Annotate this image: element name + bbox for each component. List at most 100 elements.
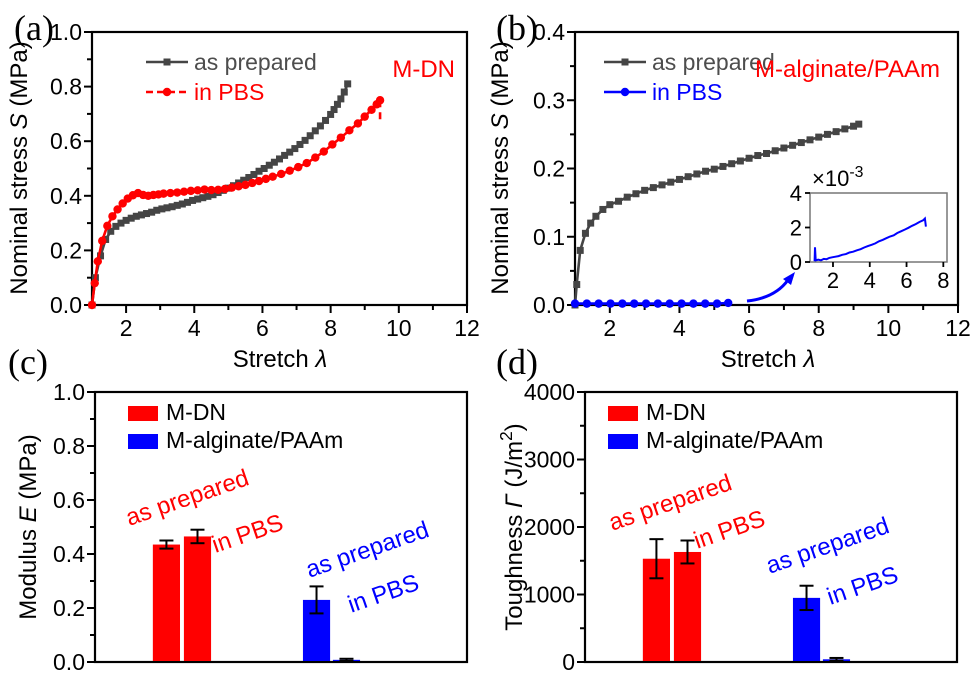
square-marker [163,204,171,212]
y-tick-label: 0.8 [53,433,85,459]
circle-marker [360,112,369,121]
inset-x-tick-label: 8 [937,268,949,293]
square-marker [780,144,788,152]
circle-marker [582,299,592,308]
square-marker [587,219,595,227]
y-axis-label-b: Nominal stress S (MPa) [487,41,514,294]
square-marker [322,116,330,124]
bar-annotation: in PBS [824,561,902,610]
square-marker [291,145,299,153]
square-marker [599,205,607,213]
circle-marker [179,187,189,196]
square-marker [621,58,629,66]
square-marker [178,200,186,208]
square-marker [573,281,581,289]
inset-frame [809,192,948,263]
circle-marker [319,147,329,156]
square-marker [667,178,675,186]
x-tick-label: 8 [324,315,337,341]
square-marker [736,157,744,165]
inset-y-tick-label: 4 [790,181,802,206]
square-marker [592,212,600,220]
circle-marker [268,172,277,181]
x-tick-label: 12 [454,315,480,341]
y-tick-label: 0.2 [53,595,85,621]
inset-series-line [813,216,927,262]
square-marker [623,193,631,201]
panel-title-a: M-DN [392,56,455,83]
circle-marker [227,183,236,192]
square-marker [158,205,166,213]
legend-swatch [128,434,158,449]
square-marker [797,139,805,147]
square-marker [204,192,212,200]
circle-marker [234,182,243,191]
circle-marker [641,299,651,308]
bar-annotation: in PBS [344,569,422,618]
y-tick-label: 0.4 [533,19,565,45]
bar-annotation: in PBS [690,505,768,554]
square-marker [209,191,217,199]
x-axis-label-a: Stretch λ [233,346,328,373]
square-marker [163,58,171,66]
legend-label: in PBS [194,79,264,105]
bar-annotation: as prepared [122,464,252,531]
circle-marker [336,133,346,142]
y-tick-label: 2000 [524,514,575,540]
square-marker [745,154,753,162]
circle-marker [173,188,182,197]
circle-marker [328,140,337,149]
square-marker [344,80,352,88]
square-marker [183,198,191,206]
circle-marker [620,87,630,97]
circle-marker [618,299,627,308]
square-marker [658,181,666,189]
square-marker [296,140,304,148]
square-marker [710,165,718,173]
square-marker [250,171,258,179]
circle-marker [701,299,710,308]
square-marker [281,151,289,159]
square-marker [841,125,849,133]
square-marker [97,252,105,260]
inset-scale-label: ×10-3 [812,164,864,191]
x-tick-label: 2 [603,315,616,341]
circle-marker [186,186,196,196]
square-marker [276,155,283,163]
square-marker [117,219,125,227]
square-marker [132,212,140,220]
circle-marker [677,299,686,308]
y-tick-label: 0.8 [50,74,82,100]
square-marker [641,186,649,194]
y-tick-label: 0.6 [50,128,82,154]
y-axis-label-a: Nominal stress S (MPa) [6,41,33,294]
square-marker [301,136,309,144]
square-marker [112,222,120,230]
y-axis-label-d: Toughness Γ (J/m2) [496,423,528,630]
bar-M-DN-as prepared [152,544,181,661]
legend-label: as prepared [194,49,317,75]
x-axis-label-b: Stretch λ [721,346,816,373]
circle-marker [248,178,257,188]
y-tick-label: 0 [562,649,575,675]
square-marker [684,173,692,181]
inset-y-tick-label: 2 [790,216,802,241]
square-marker [632,190,640,198]
y-tick-label: 0.4 [50,183,82,209]
legend-label: M-alginate/PAAm [646,427,823,453]
square-marker [168,203,176,211]
square-marker [340,88,348,96]
circle-marker [594,299,603,308]
panel-b: Nominal stress S (MPa)0.00.10.20.30.42 4 6… [487,19,971,373]
inset-y-tick-label: 0 [790,250,802,275]
circle-marker [87,300,97,310]
panel-c: Modulus E (MPa) 0.0 0.2 0.4 0.6 0.8 1.0 as prep… [15,379,469,675]
circle-marker [113,205,122,214]
panel-a: Nominal stress S (MPa) 0.0 0.2 0.4 0.6 0.8 1.0… [6,19,480,373]
square-marker [127,214,135,222]
y-tick-label: 1000 [524,582,575,608]
y-axis-label-c: Modulus E (MPa) [15,434,42,619]
x-tick-label: 10 [386,315,412,341]
y-tick-label: 1.0 [53,379,85,405]
